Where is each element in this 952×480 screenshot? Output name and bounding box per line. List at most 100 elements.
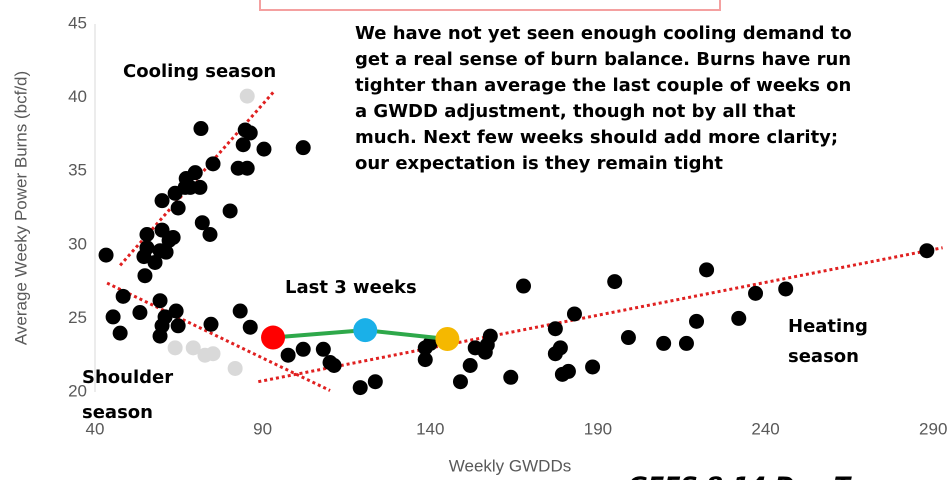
point (227, 360, 243, 376)
annotation: We have not yet seen enough cooling dema… (355, 23, 852, 44)
point (154, 193, 170, 209)
point (192, 179, 208, 195)
point (242, 125, 258, 141)
x-axis-label: Weekly GWDDs (449, 456, 571, 475)
point (232, 303, 248, 319)
point (137, 268, 153, 284)
annotation: Cooling season (123, 61, 276, 82)
point (280, 347, 296, 363)
y-tick-label: 45 (68, 13, 87, 32)
point (778, 281, 794, 297)
point (112, 325, 128, 341)
point (202, 226, 218, 242)
point (203, 316, 219, 332)
point (205, 346, 221, 362)
series-label: Last 3 weeks (285, 277, 417, 298)
point (235, 137, 251, 153)
point (132, 305, 148, 321)
y-tick-label: 30 (68, 234, 87, 253)
point (239, 160, 255, 176)
point (607, 274, 623, 290)
point (731, 310, 747, 326)
point (105, 309, 121, 325)
point (560, 363, 576, 379)
point (139, 226, 155, 242)
point (242, 319, 258, 335)
y-tick-label: 20 (68, 381, 87, 400)
point (158, 244, 174, 260)
point (295, 341, 311, 357)
x-tick-label: 290 (919, 419, 947, 438)
point (689, 313, 705, 329)
y-tick-label: 40 (68, 87, 87, 106)
point (115, 288, 131, 304)
point (479, 337, 495, 353)
y-axis-label: Average Weeky Power Burns (bcf/d) (11, 71, 30, 345)
point (170, 200, 186, 216)
point (205, 156, 221, 172)
point (516, 278, 532, 294)
point (193, 121, 209, 137)
point (167, 340, 183, 356)
point (699, 262, 715, 278)
point (222, 203, 238, 219)
point (566, 306, 582, 322)
annotation: our expectation is they remain tight (355, 153, 723, 174)
annotation: get a real sense of burn balance. Burns … (355, 49, 851, 70)
point (239, 88, 255, 104)
point (585, 359, 601, 375)
point (261, 325, 286, 350)
y-tick-label: 35 (68, 161, 87, 180)
point (678, 335, 694, 351)
point (326, 358, 342, 374)
point (185, 340, 201, 356)
point (152, 328, 168, 344)
x-tick-label: 140 (416, 419, 444, 438)
point (315, 341, 331, 357)
point (367, 374, 383, 390)
y-tick-label: 25 (68, 308, 87, 327)
trend-line (257, 246, 943, 384)
point (620, 330, 636, 346)
point (417, 352, 433, 368)
point (152, 293, 168, 309)
annotation: Heating (788, 316, 868, 337)
annotation: Shoulder (82, 367, 173, 388)
point (452, 374, 468, 390)
point (552, 340, 568, 356)
x-tick-label: 40 (86, 419, 105, 438)
point (353, 318, 378, 343)
point (547, 321, 563, 337)
annotation: much. Next few weeks should add more cla… (355, 127, 838, 148)
point (919, 243, 935, 259)
trend-line (106, 281, 331, 392)
point (139, 240, 155, 256)
point (168, 303, 184, 319)
point (748, 285, 764, 301)
annotation: season (788, 346, 859, 367)
annotation: GEFS 8-14 Day T (628, 472, 852, 480)
annotation: a GWDD adjustment, though not by all tha… (355, 101, 796, 122)
point (352, 380, 368, 396)
point (170, 318, 186, 334)
point (147, 254, 163, 270)
x-tick-label: 190 (584, 419, 612, 438)
annotation: season (82, 402, 153, 423)
x-tick-label: 90 (253, 419, 272, 438)
x-tick-label: 240 (751, 419, 779, 438)
point (165, 229, 181, 245)
point (422, 335, 438, 351)
point (435, 327, 460, 352)
point (656, 335, 672, 351)
point (503, 369, 519, 385)
point (295, 140, 311, 156)
point (187, 165, 203, 181)
annotation: tighter than average the last couple of … (355, 75, 851, 96)
title-box (259, 0, 721, 11)
point (256, 141, 272, 157)
point (462, 358, 478, 374)
point (98, 247, 114, 263)
point (194, 215, 210, 231)
